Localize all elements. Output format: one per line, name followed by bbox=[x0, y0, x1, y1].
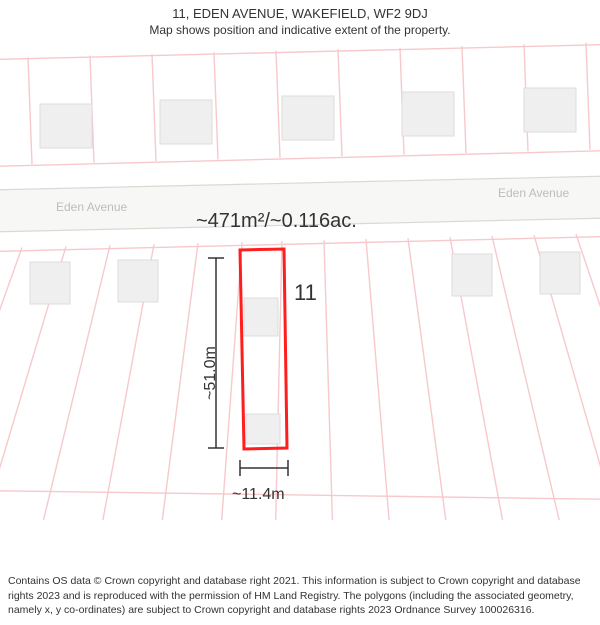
header: 11, EDEN AVENUE, WAKEFIELD, WF2 9DJ Map … bbox=[0, 0, 600, 39]
street-name-right: Eden Avenue bbox=[498, 186, 569, 200]
street-name-left: Eden Avenue bbox=[56, 200, 127, 214]
area-label: ~471m²/~0.116ac. bbox=[196, 210, 357, 233]
property-map bbox=[0, 0, 600, 545]
plot-number: 11 bbox=[294, 280, 317, 306]
copyright-footer: Contains OS data © Crown copyright and d… bbox=[0, 568, 600, 625]
dimension-vertical: ~51.0m bbox=[202, 346, 220, 400]
page-title: 11, EDEN AVENUE, WAKEFIELD, WF2 9DJ bbox=[10, 6, 590, 21]
dimension-horizontal: ~11.4m bbox=[232, 486, 285, 504]
page-subtitle: Map shows position and indicative extent… bbox=[10, 23, 590, 37]
